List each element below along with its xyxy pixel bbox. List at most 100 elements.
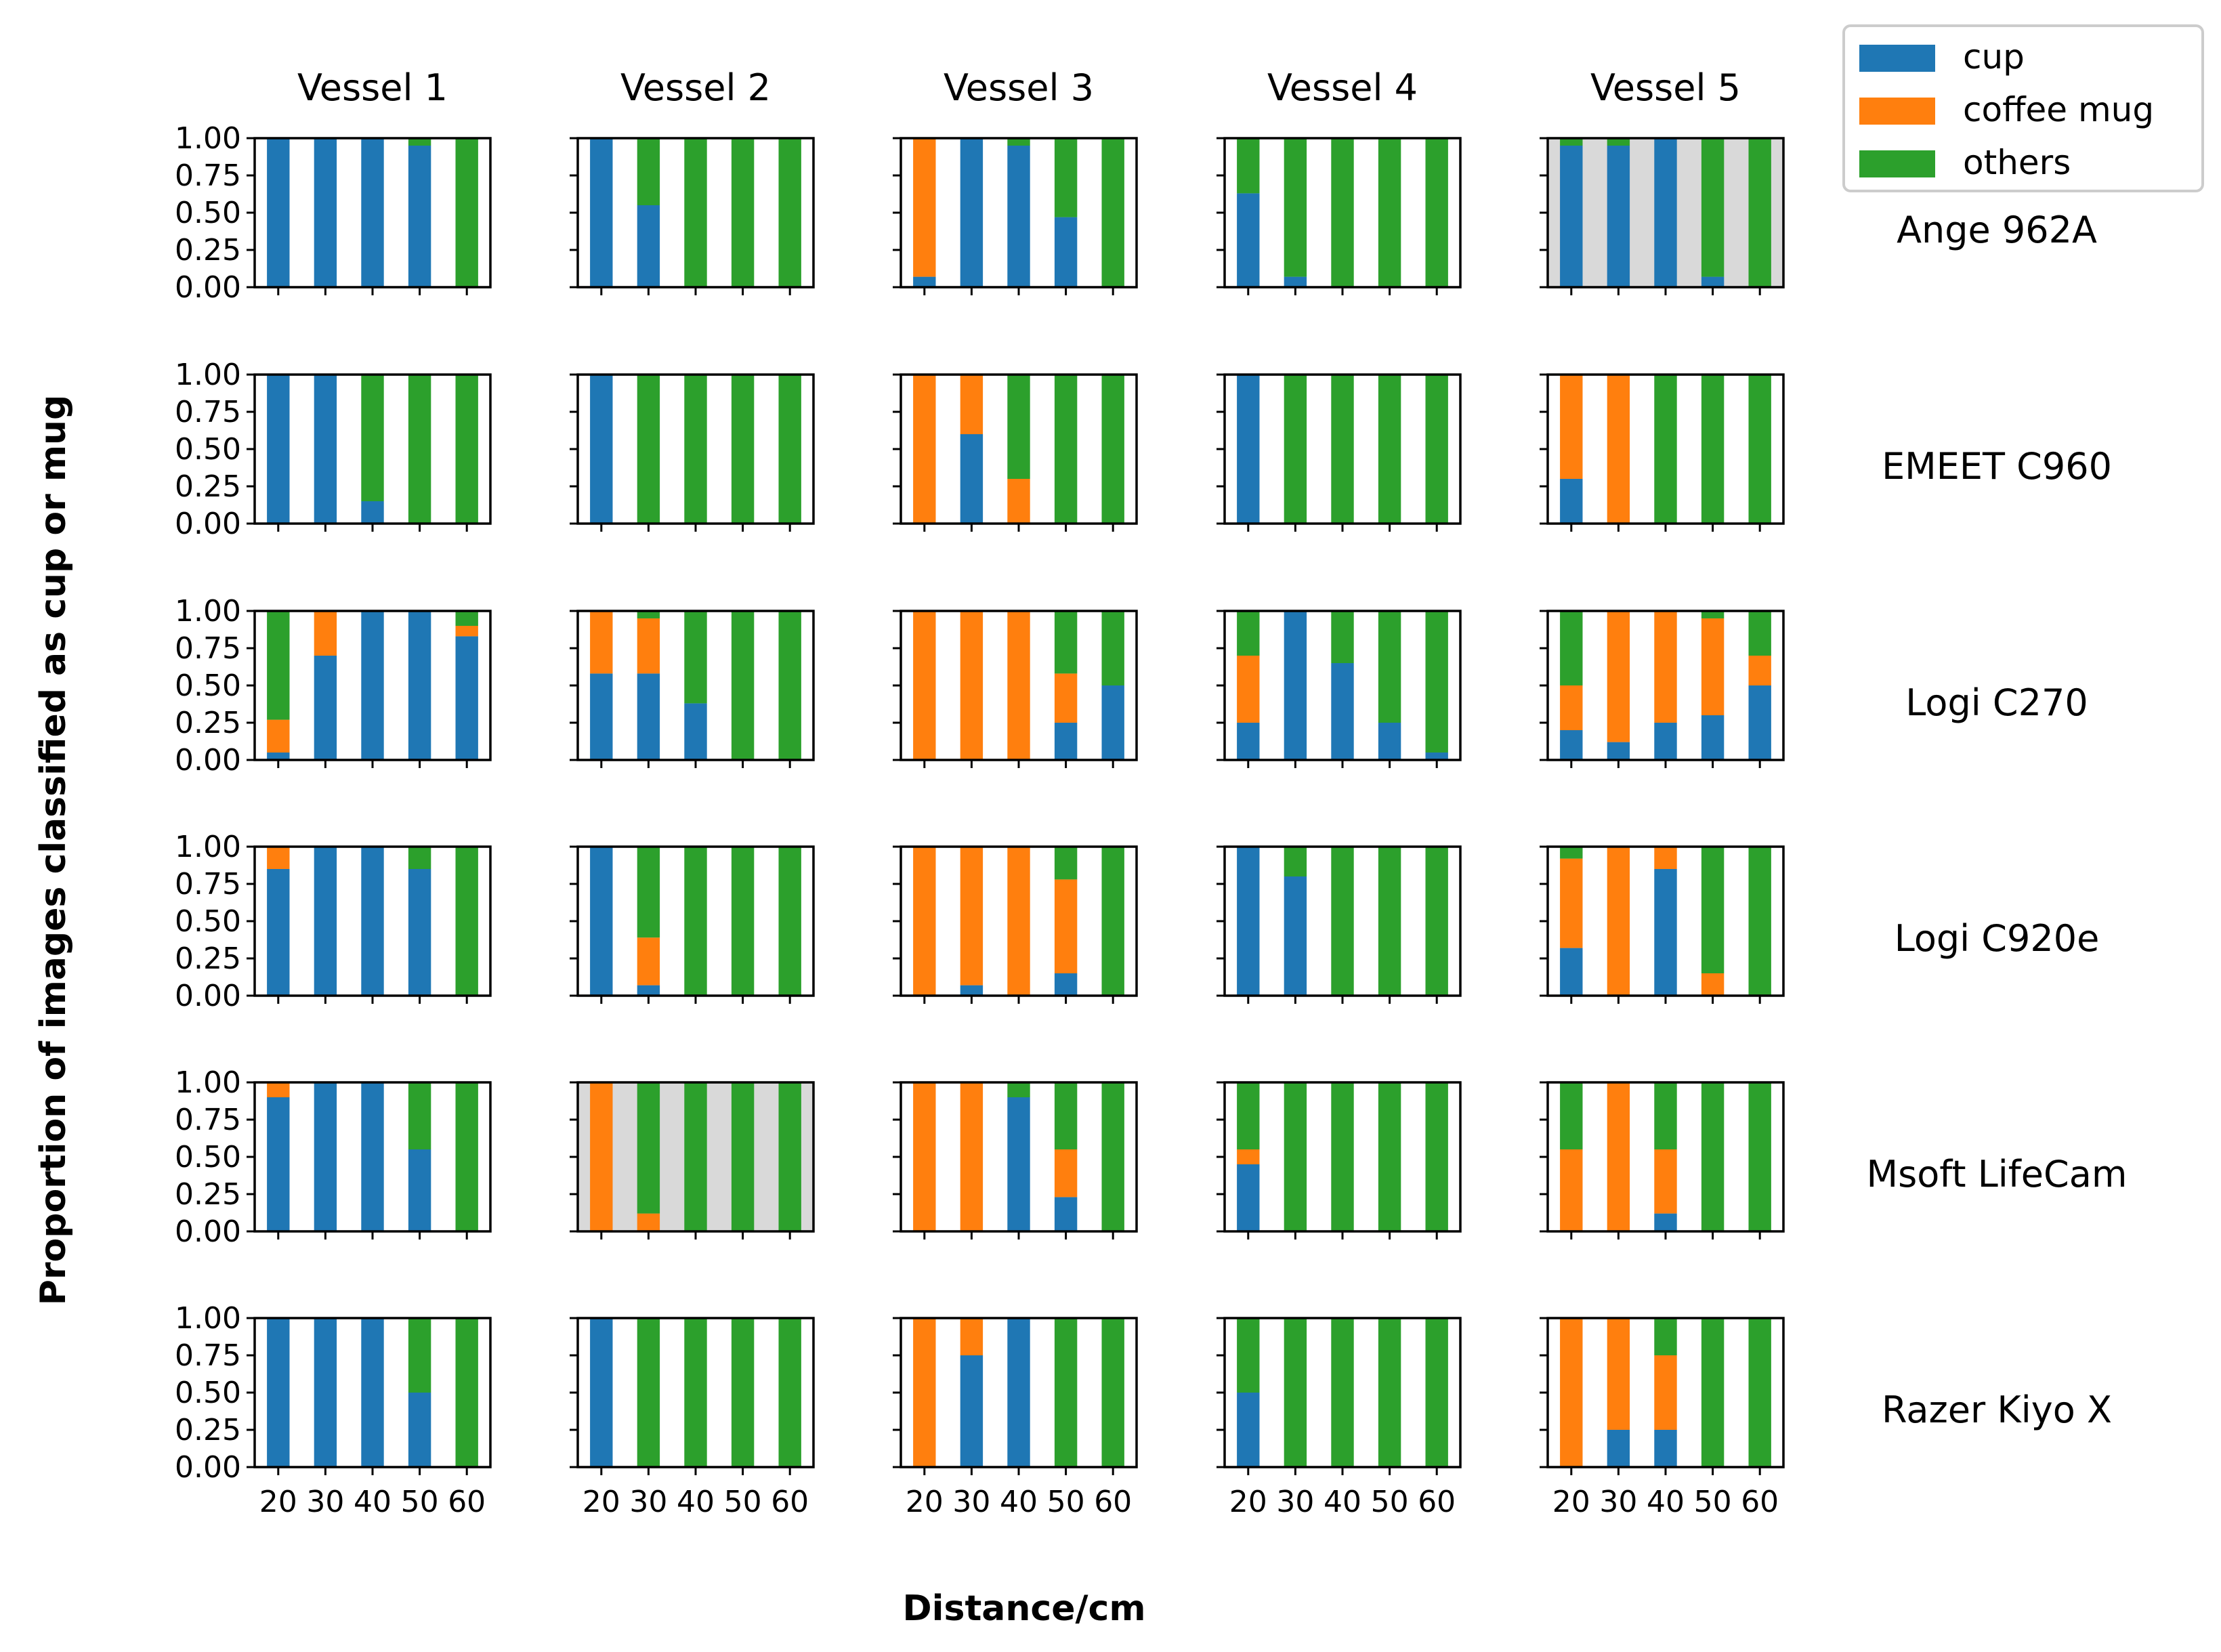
panel-msoft-lifecam-vessel-4 <box>1217 1081 1462 1240</box>
legend-swatch-others <box>1859 150 1935 177</box>
bar-cup-60 <box>455 636 478 760</box>
bar-cup-60 <box>1748 685 1771 760</box>
bar-others-50 <box>1054 1318 1078 1467</box>
bar-cup-30 <box>314 847 337 996</box>
bar-coffee-mug-20 <box>1560 685 1583 730</box>
bar-others-60 <box>1101 611 1124 685</box>
y-tick-label: 0.00 <box>175 1214 241 1249</box>
bar-others-50 <box>1701 847 1725 973</box>
panel-razer-kiyo-x-vessel-2: 20 30 40 50 60 <box>570 1317 815 1519</box>
bar-others-20 <box>1237 1318 1260 1393</box>
panel-logi-c270-vessel-5 <box>1540 610 1785 768</box>
bar-others-40 <box>361 375 384 501</box>
bar-cup-30 <box>637 985 660 996</box>
bar-others-60 <box>1748 611 1771 656</box>
bar-others-60 <box>1101 847 1124 996</box>
bar-others-60 <box>778 138 801 287</box>
x-tick-label: 30 <box>629 1485 667 1519</box>
bar-coffee-mug-30 <box>960 847 983 986</box>
bar-others-40 <box>1654 1318 1677 1355</box>
legend: cup coffee mug others <box>1842 24 2204 192</box>
bar-coffee-mug-20 <box>267 847 290 869</box>
legend-label-others: others <box>1963 143 2071 182</box>
bar-cup-20 <box>1560 730 1583 760</box>
bar-others-60 <box>455 1318 478 1467</box>
bar-cup-50 <box>1054 217 1078 287</box>
bar-others-50 <box>1378 375 1401 524</box>
bar-others-60 <box>778 847 801 996</box>
panel-ange-962a-vessel-2 <box>570 137 815 295</box>
row-label-msoft-lifecam: Msoft LifeCam <box>1867 1153 2128 1195</box>
bar-others-40 <box>1007 375 1030 479</box>
bar-cup-20 <box>590 673 613 760</box>
x-tick-label: 20 <box>1552 1485 1590 1519</box>
panel-logi-c920e-vessel-4 <box>1217 845 1462 1004</box>
row-labels: Ange 962A EMEET C960 Logi C270 Logi C920e Ms… <box>1867 209 2128 1431</box>
bar-cup-60 <box>1101 685 1124 760</box>
bar-others-40 <box>1331 847 1354 996</box>
row-label-razer-kiyo-x: Razer Kiyo X <box>1882 1389 2112 1431</box>
bar-coffee-mug-20 <box>590 611 613 674</box>
bar-others-40 <box>1331 611 1354 663</box>
bar-cup-30 <box>1607 1430 1630 1467</box>
bar-others-60 <box>1748 847 1771 996</box>
bar-others-50 <box>1054 847 1078 880</box>
y-tick-label: 0.00 <box>175 507 241 541</box>
x-tick-label: 20 <box>583 1485 620 1519</box>
y-tick-label: 0.25 <box>175 469 241 504</box>
bar-coffee-mug-30 <box>960 1318 983 1355</box>
panel-msoft-lifecam-vessel-3 <box>893 1081 1138 1240</box>
legend-label-coffee-mug: coffee mug <box>1963 90 2154 129</box>
bar-cup-30 <box>1607 742 1630 760</box>
y-tick-label: 0.25 <box>175 941 241 976</box>
bar-others-40 <box>684 1318 707 1467</box>
bar-others-40 <box>684 375 707 524</box>
bar-others-30 <box>637 611 660 618</box>
bar-others-60 <box>1748 1082 1771 1231</box>
y-tick-label: 0.75 <box>175 395 241 429</box>
bar-others-20 <box>267 611 290 720</box>
x-tick-label: 20 <box>906 1485 944 1519</box>
bar-others-60 <box>778 375 801 524</box>
y-tick-label: 0.00 <box>175 743 241 778</box>
y-tick-label: 0.50 <box>175 1376 241 1410</box>
bar-others-50 <box>731 138 755 287</box>
y-tick-label: 0.25 <box>175 1413 241 1447</box>
bar-cup-30 <box>960 138 983 287</box>
bar-coffee-mug-40 <box>1007 611 1030 760</box>
panel-emeet-c960-vessel-1: 0.000.250.500.751.00 <box>175 358 492 541</box>
bar-cup-20 <box>267 138 290 287</box>
bar-others-50 <box>408 375 431 524</box>
bar-others-40 <box>1007 138 1030 146</box>
bar-others-50 <box>731 1082 755 1231</box>
column-title-vessel-1: Vessel 1 <box>297 66 448 109</box>
bar-others-20 <box>1560 611 1583 685</box>
bar-others-40 <box>1331 138 1354 287</box>
bar-coffee-mug-40 <box>1654 611 1677 723</box>
bar-others-50 <box>1054 375 1078 524</box>
panel-logi-c920e-vessel-5 <box>1540 845 1785 1004</box>
bar-coffee-mug-50 <box>1054 673 1078 723</box>
y-tick-label: 0.50 <box>175 669 241 703</box>
bar-cup-60 <box>1425 753 1448 760</box>
column-titles: Vessel 1 Vessel 2 Vessel 3 Vessel 4 Vessel 5 <box>297 66 1741 109</box>
bar-others-30 <box>1284 1318 1307 1467</box>
bar-others-30 <box>1284 847 1307 876</box>
x-tick-label: 30 <box>306 1485 344 1519</box>
x-tick-label: 50 <box>724 1485 762 1519</box>
bar-others-30 <box>637 1318 660 1467</box>
bar-cup-30 <box>960 1355 983 1467</box>
bar-others-40 <box>684 138 707 287</box>
x-tick-label: 50 <box>1371 1485 1409 1519</box>
bar-coffee-mug-30 <box>637 937 660 986</box>
y-tick-label: 0.50 <box>175 196 241 230</box>
x-tick-label: 40 <box>677 1485 715 1519</box>
bar-cup-30 <box>960 434 983 524</box>
panel-logi-c270-vessel-4 <box>1217 610 1462 768</box>
bar-coffee-mug-20 <box>1560 1318 1583 1467</box>
bar-coffee-mug-40 <box>1654 847 1677 869</box>
panel-logi-c920e-vessel-1: 0.000.250.500.751.00 <box>175 830 492 1013</box>
bar-cup-40 <box>1654 138 1677 287</box>
y-tick-label: 1.00 <box>175 358 241 392</box>
bar-coffee-mug-20 <box>1560 375 1583 479</box>
